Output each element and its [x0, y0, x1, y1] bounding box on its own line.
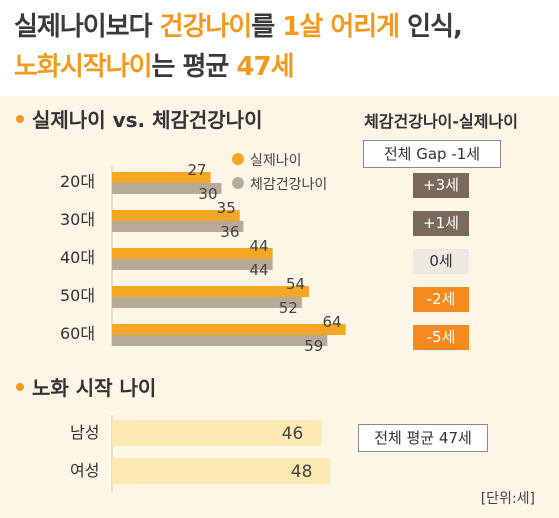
bullet-dot-icon — [16, 114, 24, 123]
title-area: 실제나이보다 건강나이를 1살 어리게 인식, 노화시작나이는 평균 47세 — [0, 0, 559, 96]
gap-total-label: 전체 Gap -1세 — [363, 140, 501, 168]
category-label: 여성 — [70, 461, 99, 480]
data-label-perceived: 44 — [250, 261, 269, 279]
title-segment: 건강나이 — [159, 12, 253, 42]
bar-actual — [112, 324, 346, 335]
title-segment: 노화시작나이 — [14, 52, 153, 82]
category-label: 60대 — [60, 324, 95, 343]
category-label: 20대 — [60, 172, 95, 191]
data-label-perceived: 30 — [198, 185, 217, 203]
data-label-perceived: 52 — [279, 299, 298, 317]
data-label-aging: 46 — [282, 424, 304, 444]
data-label-perceived: 59 — [304, 337, 323, 355]
title-segment: 는 평균 — [151, 52, 237, 82]
bar-perceived — [112, 297, 302, 308]
bar-perceived — [112, 335, 328, 346]
bar-perceived — [112, 259, 273, 270]
bar-perceived — [112, 221, 244, 232]
bar-aging-start — [112, 458, 331, 484]
chart1-title: 실제나이 vs. 체감건강나이 — [16, 104, 262, 133]
data-label-actual: 64 — [323, 313, 342, 331]
legend-swatch-actual — [232, 153, 244, 165]
data-label-actual: 44 — [250, 237, 269, 255]
gap-badge: 0세 — [413, 249, 469, 274]
title-segment: 어리게 — [330, 12, 400, 42]
bar-actual — [112, 172, 211, 183]
bar-actual — [112, 286, 310, 297]
title-segment: 실제나이보다 — [14, 12, 160, 42]
gap-badge: +1세 — [413, 211, 469, 236]
data-label-aging: 48 — [291, 462, 313, 482]
bar-aging-start — [112, 420, 322, 446]
data-label-actual: 27 — [187, 161, 206, 179]
data-label-actual: 54 — [286, 275, 305, 293]
aging-average-note: 전체 평균 47세 — [358, 424, 488, 452]
legend-item-actual: 실제나이 — [232, 150, 302, 170]
bar-perceived — [112, 183, 222, 194]
bullet-dot-icon — [16, 382, 24, 391]
gap-badge: -5세 — [413, 325, 469, 350]
bar-actual — [112, 210, 240, 221]
legend-item-perceived: 체감건강나이 — [232, 174, 327, 194]
gap-badge: +3세 — [413, 173, 469, 198]
title-segment: 인식, — [399, 12, 463, 42]
title-line-2: 노화시작나이는 평균 47세 — [14, 46, 295, 83]
title-segment: 를 — [251, 12, 283, 42]
title-segment: 47세 — [236, 52, 294, 82]
category-label: 40대 — [60, 248, 95, 267]
legend-swatch-perceived — [232, 177, 244, 189]
gap-header: 체감건강나이-실제나이 — [364, 112, 518, 131]
category-label: 30대 — [60, 210, 95, 229]
chart2-title: 노화 시작 나이 — [16, 372, 156, 401]
unit-label: [단위:세] — [480, 491, 535, 507]
gap-badge: -2세 — [413, 287, 469, 312]
title-line-1: 실제나이보다 건강나이를 1살 어리게 인식, — [14, 6, 463, 43]
category-label: 50대 — [60, 286, 95, 305]
title-segment: 1살 — [282, 12, 323, 42]
data-label-actual: 35 — [217, 199, 236, 217]
category-label: 남성 — [70, 423, 99, 442]
bar-actual — [112, 248, 273, 259]
data-label-perceived: 36 — [220, 223, 239, 241]
